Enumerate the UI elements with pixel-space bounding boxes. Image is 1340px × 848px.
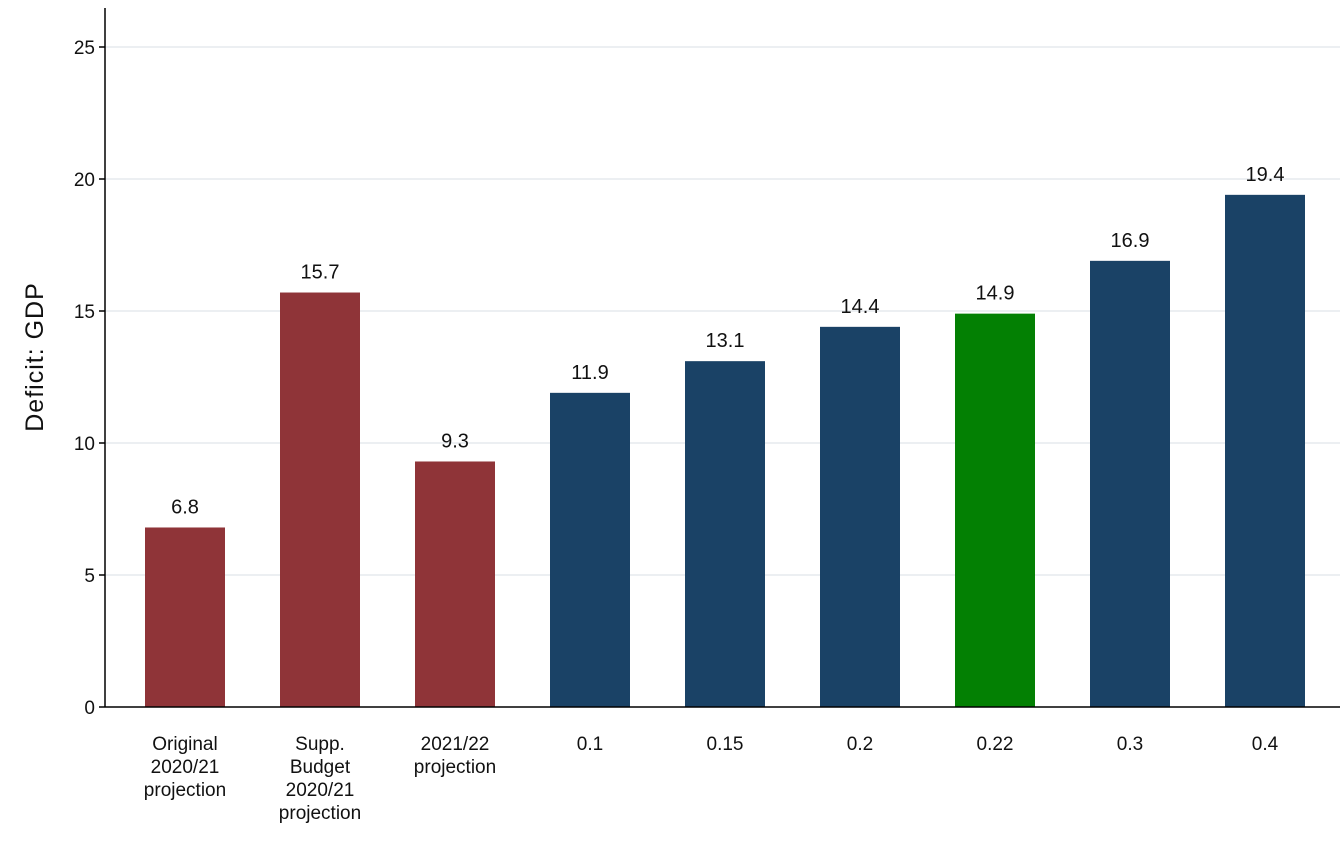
data-label: 6.8 — [171, 496, 199, 518]
y-tick-label: 0 — [84, 698, 95, 719]
x-tick-label: 0.4 — [1252, 734, 1279, 755]
data-label: 16.9 — [1111, 230, 1150, 252]
bar — [550, 392, 630, 707]
bar — [955, 313, 1035, 707]
x-tick-label: 0.15 — [707, 734, 744, 755]
x-tick-label: 0.1 — [577, 734, 603, 755]
x-tick-labels: Original 2020/21 projection Supp. Budget 2020… — [144, 734, 1279, 824]
axes — [104, 8, 1340, 708]
x-tick-label: Original 2020/21 projection — [144, 734, 226, 801]
data-label: 19.4 — [1246, 164, 1285, 186]
data-label: 14.4 — [841, 296, 880, 318]
y-tick-label: 5 — [84, 566, 95, 587]
bars — [145, 194, 1305, 708]
bar — [1225, 194, 1305, 708]
data-label: 13.1 — [706, 330, 745, 352]
bar — [280, 292, 360, 707]
bar — [685, 361, 765, 707]
y-tick-label: 15 — [74, 302, 95, 323]
y-tick-label: 20 — [74, 170, 95, 191]
y-tick-labels: 0 5 10 15 20 25 — [74, 38, 105, 719]
bar — [820, 326, 900, 707]
x-tick-label: Supp. Budget 2020/21 projection — [279, 734, 361, 824]
x-tick-label: 2021/22 projection — [414, 734, 496, 778]
y-axis-title: Deficit: GDP — [21, 282, 49, 432]
bar — [145, 527, 225, 707]
data-label: 11.9 — [571, 362, 608, 384]
data-label: 15.7 — [301, 262, 340, 284]
x-tick-label: 0.22 — [977, 734, 1014, 755]
y-tick-label: 10 — [74, 434, 95, 455]
y-tick-label: 25 — [74, 38, 95, 59]
data-label: 9.3 — [441, 430, 469, 452]
data-labels: 6.8 15.7 9.3 11.9 13.1 14.4 14.9 16.9 19.4 — [171, 164, 1284, 519]
bar — [1090, 260, 1170, 707]
x-tick-label: 0.2 — [847, 734, 873, 755]
x-tick-label: 0.3 — [1117, 734, 1143, 755]
data-label: 14.9 — [976, 283, 1015, 305]
bar — [415, 461, 495, 707]
